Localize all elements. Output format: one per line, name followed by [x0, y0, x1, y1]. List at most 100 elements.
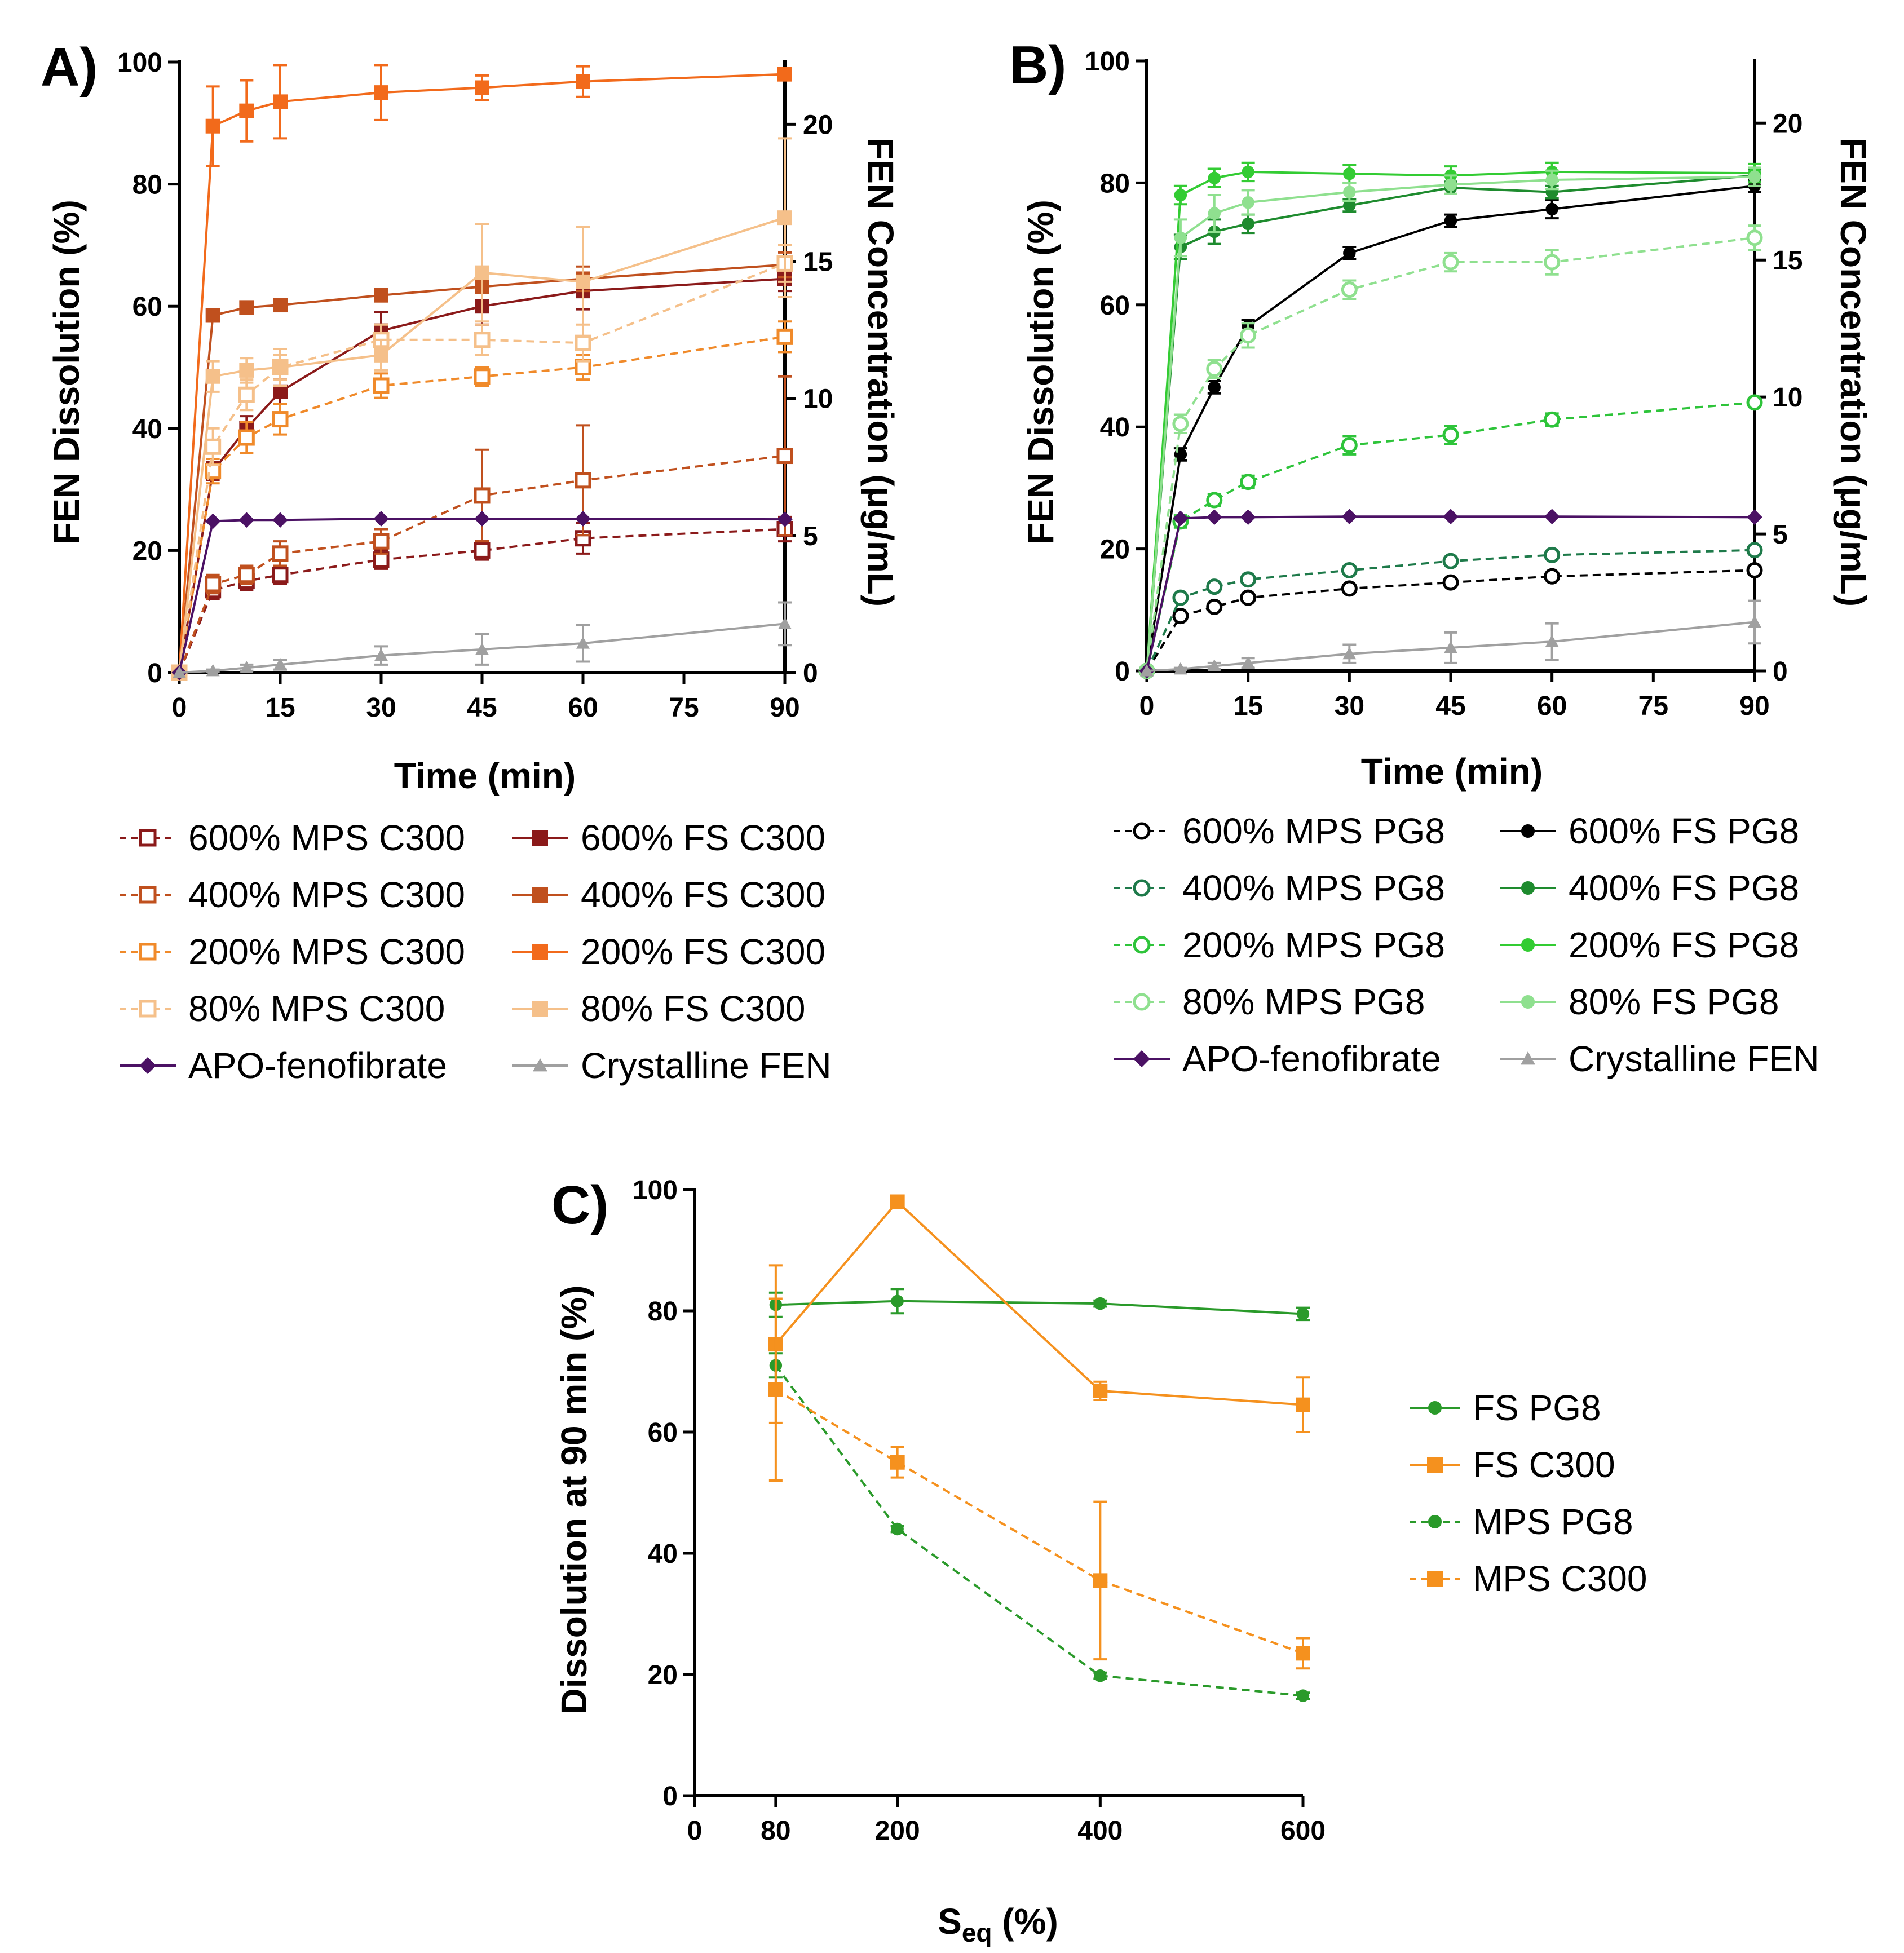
panel-b-legend-item-apo-fenofibrate: APO-fenofibrate	[1114, 1039, 1441, 1079]
panel-c-ytick-label-0: 0	[662, 1782, 678, 1811]
panel-c-point-fs-pg8-200	[891, 1294, 904, 1308]
panel-a-legend-label-600-mps-c300: 600% MPS C300	[188, 818, 465, 858]
panel-a-legend-item-200-fs-c300: 200% FS C300	[512, 931, 825, 972]
panel-b-legend-label-80-mps-pg8: 80% MPS PG8	[1182, 982, 1425, 1022]
panel-c-line-mps-c300	[775, 1389, 1304, 1655]
panel-b-series-80-mps-pg8	[1138, 224, 1763, 679]
panel-a-point-crystalline-fen-5	[206, 664, 220, 677]
panel-c-xtick-label-0: 0	[687, 1816, 703, 1846]
panel-b-point-apo-fenofibrate-15	[1240, 509, 1256, 525]
panel-a-point-80-mps-c300-10	[238, 386, 255, 403]
panel-b-point-80-fs-pg8-5	[1174, 231, 1187, 244]
panel-b-point-crystalline-fen-30	[1342, 647, 1357, 660]
panel-c-point-mps-c300-80	[768, 1382, 783, 1397]
panel-a-point-apo-fenofibrate-45	[474, 511, 490, 527]
panel-a-legend-item-400-mps-c300: 400% MPS C300	[120, 874, 465, 915]
panel-a-legend-item-80-fs-c300: 80% FS C300	[512, 988, 805, 1029]
panel-b-point-crystalline-fen-90	[1748, 615, 1761, 628]
panel-b-point-400-mps-pg8-45	[1442, 553, 1459, 569]
panel-a-point-200-fs-c300-45	[475, 80, 489, 95]
panel-b-legend-label-crystalline-fen: Crystalline FEN	[1569, 1039, 1819, 1079]
panel-a-legend: 600% MPS C300 600% FS C300 400% MPS C300 40…	[120, 818, 832, 1086]
panel-b-point-400-fs-pg8-15	[1242, 217, 1254, 231]
panel-b-xtick-label-45: 45	[1435, 691, 1465, 721]
panel-a-point-crystalline-fen-15	[273, 657, 287, 670]
panel-a-xtick-label-90: 90	[770, 693, 799, 723]
panel-a-point-400-mps-c300-60	[575, 472, 591, 489]
panel-b-ytick-label-40: 40	[1100, 413, 1130, 443]
panel-a-legend-item-600-fs-c300: 600% FS C300	[512, 818, 825, 858]
panel-b-series-80-fs-pg8	[1140, 166, 1761, 678]
panel-a-point-400-mps-c300-15	[272, 545, 289, 562]
panel-b-xlabel: Time (min)	[1361, 751, 1543, 792]
panel-b-point-80-mps-pg8-30	[1341, 281, 1358, 298]
panel-b-legend-item-600-mps-pg8: 600% MPS PG8	[1114, 811, 1445, 851]
panel-a-point-400-fs-c300-5	[205, 308, 220, 323]
panel-b-point-600-fs-pg8-45	[1444, 214, 1457, 227]
panel-b-xtick-label-90: 90	[1739, 691, 1769, 721]
panel-a-line-80-mps-c300	[178, 262, 785, 673]
panel-b-legend-marker-apo-fenofibrate	[1133, 1050, 1150, 1067]
panel-b-legend-marker-600-mps-pg8	[1133, 822, 1151, 840]
panel-a-legend-label-400-fs-c300: 400% FS C300	[581, 874, 825, 915]
panel-b-point-80-fs-pg8-90	[1748, 170, 1761, 183]
panel-b-y2tick-label-0: 0	[1773, 657, 1788, 687]
panel-b-line-400-fs-pg8	[1146, 174, 1755, 671]
panel-b-point-200-mps-pg8-15	[1240, 474, 1257, 491]
panel-b-point-200-fs-pg8-30	[1343, 167, 1356, 180]
panel-a-point-200-fs-c300-5	[205, 118, 220, 134]
panel-c-series-mps-c300	[768, 1297, 1310, 1670]
panel-a-legend-item-400-fs-c300: 400% FS C300	[512, 874, 825, 915]
panel-a-point-80-fs-c300-15	[273, 360, 288, 375]
panel-c-point-fs-pg8-400	[1094, 1297, 1107, 1310]
panel-b-xtick-label-0: 0	[1139, 691, 1155, 721]
panel-b-letter: B)	[1009, 35, 1066, 95]
panel-c-point-mps-c300-200	[890, 1455, 905, 1470]
panel-b-point-80-mps-pg8-60	[1544, 254, 1561, 271]
panel-b-point-80-fs-pg8-45	[1444, 178, 1457, 191]
panel-c-ytick-label-100: 100	[633, 1176, 678, 1205]
panel-b-point-200-fs-pg8-5	[1174, 188, 1187, 202]
panel-c-series-fs-c300	[768, 1194, 1310, 1433]
panel-b-point-80-fs-pg8-30	[1343, 185, 1356, 198]
panel-c-ytick-label-80: 80	[648, 1297, 678, 1327]
panel-c-point-fs-c300-200	[890, 1194, 905, 1209]
panel-a-legend-label-80-mps-c300: 80% MPS C300	[188, 988, 445, 1029]
panel-b-point-600-mps-pg8-90	[1746, 562, 1763, 578]
panel-b-point-80-fs-pg8-60	[1545, 173, 1558, 187]
panel-c-xtick-label-400: 400	[1077, 1816, 1123, 1846]
panel-b-legend-marker-crystalline-fen	[1521, 1051, 1535, 1065]
panel-a-legend-marker-apo-fenofibrate	[139, 1057, 156, 1074]
panel-b-legend-item-600-fs-pg8: 600% FS PG8	[1500, 811, 1799, 851]
panel-b-legend-label-600-mps-pg8: 600% MPS PG8	[1182, 811, 1445, 851]
panel-c-point-mps-c300-600	[1296, 1646, 1310, 1661]
panel-a-point-apo-fenofibrate-60	[575, 511, 591, 527]
panel-a-legend-marker-400-mps-c300	[139, 886, 157, 904]
panel-c-series-mps-pg8	[768, 1352, 1310, 1702]
panel-b-legend: 600% MPS PG8 600% FS PG8 400% MPS PG8 400% …	[1114, 811, 1819, 1079]
panel-c-legend-marker-mps-c300	[1427, 1571, 1443, 1587]
panel-a-ytick-label-60: 60	[132, 292, 162, 322]
panel-c-xlabel-main: S	[938, 1901, 962, 1942]
panel-a-legend-marker-80-mps-c300	[139, 1000, 157, 1018]
panel-b-point-80-mps-pg8-15	[1240, 327, 1257, 344]
panel-c-ytick-label-40: 40	[648, 1539, 678, 1569]
panel-c-line-mps-pg8	[775, 1364, 1304, 1697]
panel-a-point-600-fs-c300-15	[273, 384, 288, 399]
panel-a-xlabel: Time (min)	[394, 755, 576, 796]
panel-c-point-mps-c300-400	[1093, 1573, 1108, 1588]
panel-b-point-200-mps-pg8-30	[1341, 437, 1358, 454]
panel-a-point-600-mps-c300-45	[474, 542, 491, 559]
panel-b-point-200-mps-pg8-45	[1442, 426, 1459, 443]
panel-a-y2tick-label-5: 5	[803, 522, 818, 551]
panel-b-ytick-label-0: 0	[1115, 657, 1130, 687]
panel-c-point-mps-pg8-400	[1094, 1669, 1107, 1682]
panel-a-legend-marker-200-fs-c300	[532, 944, 548, 960]
panel-c-letter: C)	[551, 1175, 608, 1235]
panel-a-legend-label-apo-fenofibrate: APO-fenofibrate	[188, 1045, 447, 1086]
panel-c-xtick-label-200: 200	[875, 1816, 920, 1846]
panel-b-point-600-mps-pg8-10	[1206, 598, 1223, 615]
panel-a-point-80-fs-c300-30	[374, 347, 388, 363]
panel-c-legend-marker-mps-pg8	[1428, 1514, 1442, 1529]
panel-b-series-200-fs-pg8	[1140, 161, 1761, 678]
